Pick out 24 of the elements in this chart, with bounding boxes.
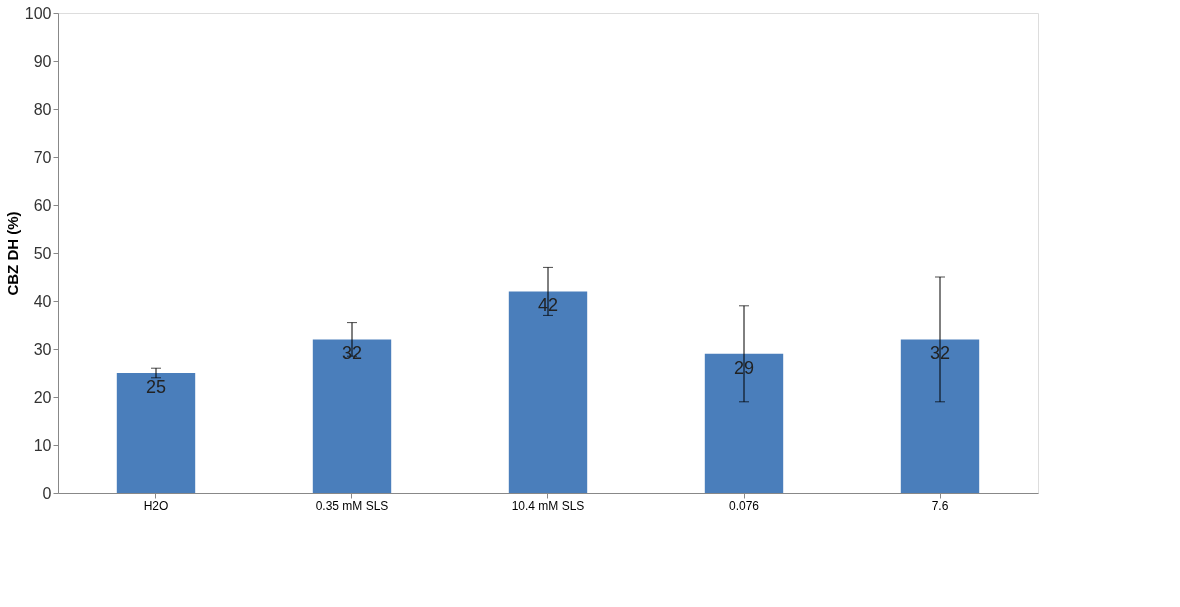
data-label: 32	[341, 343, 363, 364]
y-tick-label: 10	[33, 436, 52, 454]
y-tick-label: 20	[33, 388, 52, 406]
y-axis-title: CBZ DH (%)	[3, 211, 21, 296]
data-label: 25	[145, 377, 167, 397]
y-tick-label: 30	[33, 340, 52, 358]
bar	[704, 353, 784, 493]
y-tick-label: 0	[42, 484, 52, 502]
x-tick-label: 0.076	[728, 498, 760, 513]
bar	[116, 373, 196, 493]
y-tick-label: 100	[24, 4, 52, 22]
bar	[900, 339, 980, 493]
y-tick-label: 60	[33, 196, 52, 214]
x-tick-label: 10.4 mM SLS	[511, 498, 585, 513]
y-tick-label: 80	[33, 100, 52, 118]
y-tick-label: 70	[33, 148, 52, 166]
y-tick-label: 50	[33, 244, 52, 262]
x-tick-label: H2O	[143, 498, 169, 513]
x-tick-label: 7.6	[931, 498, 949, 513]
bar	[312, 339, 392, 493]
x-tick-label: 0.35 mM SLS	[315, 498, 389, 513]
bar	[508, 291, 588, 493]
y-tick-label: 90	[33, 52, 52, 70]
y-tick-label: 40	[33, 292, 52, 310]
